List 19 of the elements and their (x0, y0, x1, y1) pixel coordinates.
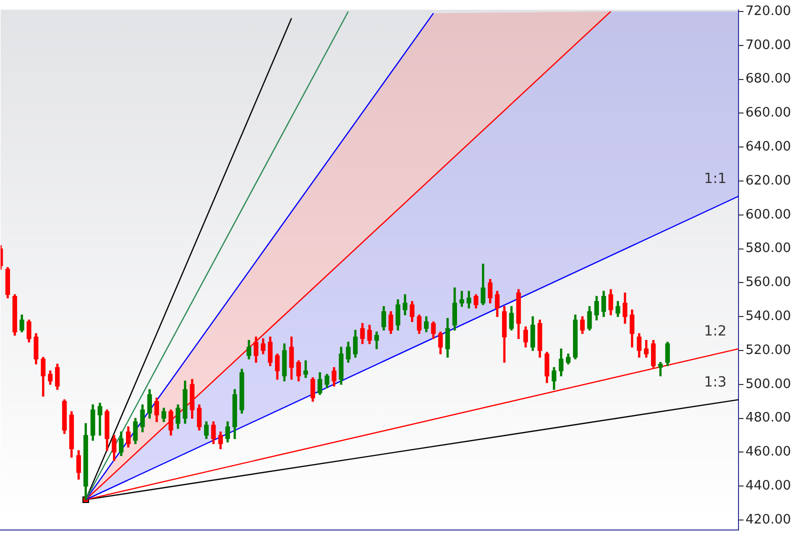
y-tick-label: 460.00 (746, 444, 792, 460)
y-tick-label: 420.00 (746, 512, 792, 528)
y-tick-label: 580.00 (746, 241, 792, 256)
y-tick-label: 680.00 (746, 72, 792, 87)
series-label: 1:2 (704, 323, 727, 340)
series-label: 1:3 (704, 374, 727, 390)
series-label: 1:1 (704, 170, 727, 187)
y-tick-label: 700.00 (746, 38, 792, 53)
y-tick-label: 640.00 (746, 139, 792, 154)
y-tick-label: 500.00 (746, 376, 792, 392)
y-tick-label: 560.00 (746, 275, 792, 290)
y-tick-label: 480.00 (746, 410, 792, 426)
y-tick-label: 660.00 (746, 106, 792, 121)
y-tick-label: 600.00 (746, 207, 792, 222)
y-tick-label: 620.00 (746, 173, 792, 188)
y-tick-label: 520.00 (746, 342, 792, 358)
y-tick-label: 440.00 (746, 478, 792, 494)
y-tick-label: 540.00 (746, 308, 792, 324)
y-tick-label: 720.00 (746, 4, 792, 19)
